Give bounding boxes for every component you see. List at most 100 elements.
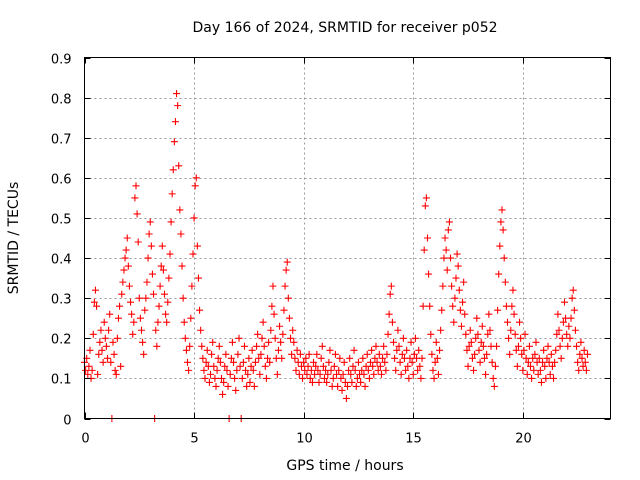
- data-point: [85, 362, 93, 370]
- data-point: [248, 346, 256, 354]
- data-point: [539, 358, 547, 366]
- data-point: [305, 350, 313, 358]
- data-point: [474, 330, 482, 338]
- data-point: [119, 278, 127, 286]
- data-point: [376, 362, 384, 370]
- data-point: [109, 338, 117, 346]
- data-point: [176, 206, 184, 214]
- data-point: [415, 346, 423, 354]
- data-point: [524, 358, 532, 366]
- data-point: [210, 362, 218, 370]
- data-point: [454, 262, 462, 270]
- data-point: [563, 330, 571, 338]
- data-point: [201, 374, 209, 382]
- data-point: [489, 374, 497, 382]
- data-point: [406, 354, 414, 362]
- data-point: [197, 326, 205, 334]
- data-point: [331, 350, 339, 358]
- data-point: [534, 370, 542, 378]
- data-point: [465, 342, 473, 350]
- data-point: [134, 238, 142, 246]
- data-point: [147, 242, 155, 250]
- data-point: [428, 350, 436, 358]
- data-point: [159, 266, 167, 274]
- data-point: [112, 370, 120, 378]
- data-point: [202, 358, 210, 366]
- data-point: [393, 346, 401, 354]
- data-point: [363, 350, 371, 358]
- data-point: [317, 354, 325, 362]
- data-point: [89, 330, 97, 338]
- data-point: [244, 370, 252, 378]
- data-point: [350, 346, 358, 354]
- data-point: [497, 218, 505, 226]
- data-point: [531, 350, 539, 358]
- data-point: [421, 202, 429, 210]
- data-point: [571, 326, 579, 334]
- data-point: [287, 334, 295, 342]
- data-point: [154, 318, 162, 326]
- data-point: [123, 234, 131, 242]
- data-point: [175, 162, 183, 170]
- data-point: [364, 366, 372, 374]
- data-point: [101, 334, 109, 342]
- data-point: [493, 342, 501, 350]
- data-point: [373, 358, 381, 366]
- data-point: [511, 330, 519, 338]
- data-point: [283, 258, 291, 266]
- data-point: [100, 318, 108, 326]
- data-point: [420, 246, 428, 254]
- data-point: [121, 254, 129, 262]
- data-point: [466, 326, 474, 334]
- data-point: [227, 354, 235, 362]
- data-point: [224, 382, 232, 390]
- data-point: [158, 242, 166, 250]
- data-point: [128, 310, 136, 318]
- data-point: [105, 326, 113, 334]
- data-point: [516, 318, 524, 326]
- data-point: [194, 274, 202, 282]
- y-axis-title: SRMTID / TECUs: [6, 182, 22, 295]
- data-point: [477, 338, 485, 346]
- data-point: [431, 358, 439, 366]
- data-point: [168, 190, 176, 198]
- data-point: [131, 194, 139, 202]
- data-point: [232, 386, 240, 394]
- data-point: [402, 366, 410, 374]
- data-point: [395, 342, 403, 350]
- data-point: [281, 282, 289, 290]
- data-point: [324, 370, 332, 378]
- data-point: [257, 350, 265, 358]
- data-point: [312, 362, 320, 370]
- data-point: [139, 338, 147, 346]
- data-point: [316, 370, 324, 378]
- data-point: [143, 278, 151, 286]
- data-point: [256, 370, 264, 378]
- data-point: [198, 342, 206, 350]
- data-point: [269, 282, 277, 290]
- data-point: [369, 362, 377, 370]
- data-point: [440, 254, 448, 262]
- data-point: [223, 366, 231, 374]
- data-point: [471, 350, 479, 358]
- data-point: [140, 350, 148, 358]
- data-point: [155, 302, 163, 310]
- data-point: [255, 354, 263, 362]
- data-point: [130, 318, 138, 326]
- data-point: [189, 250, 197, 258]
- data-point: [339, 370, 347, 378]
- data-point: [404, 362, 412, 370]
- data-point: [191, 182, 199, 190]
- data-point: [558, 334, 566, 342]
- data-point: [354, 358, 362, 366]
- data-point: [567, 314, 575, 322]
- data-point: [169, 166, 177, 174]
- data-point: [208, 350, 216, 358]
- data-point: [88, 366, 96, 374]
- data-point: [297, 362, 305, 370]
- data-point: [557, 354, 565, 362]
- data-point: [310, 358, 318, 366]
- data-point: [399, 334, 407, 342]
- data-point: [106, 310, 114, 318]
